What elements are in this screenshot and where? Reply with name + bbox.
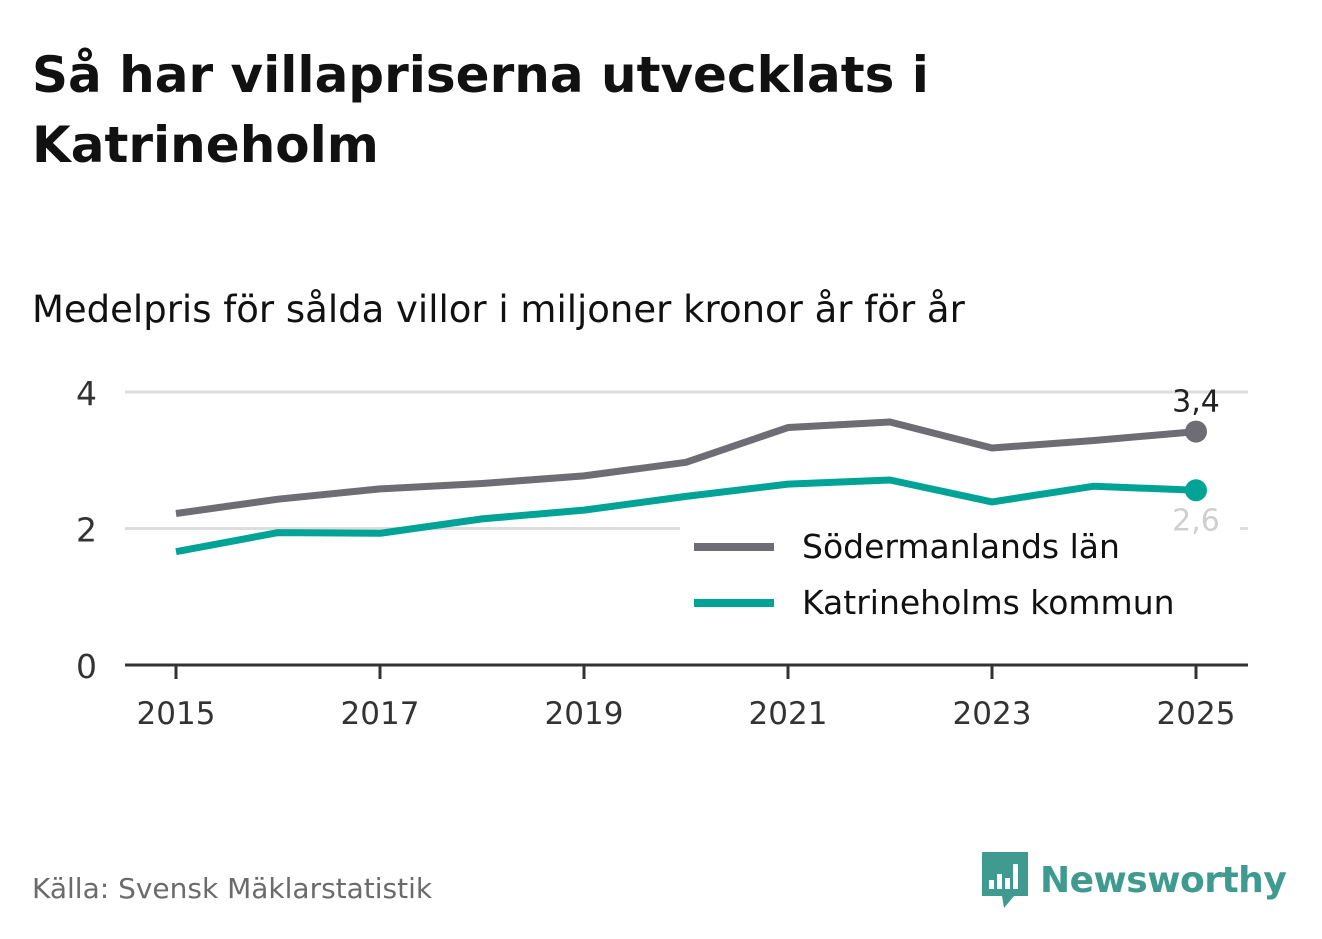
legend-label: Södermanlands län xyxy=(802,527,1120,566)
brand-name: Newsworthy xyxy=(1040,859,1287,901)
source-note: Källa: Svensk Mäklarstatistik xyxy=(32,872,433,905)
chart-title: Så har villapriserna utvecklats i Katrin… xyxy=(32,46,929,174)
series-end-label: 2,6 xyxy=(1172,503,1220,538)
series-line-katrineholm xyxy=(175,476,1197,556)
legend-label: Katrineholms kommun xyxy=(802,583,1175,622)
series-end-marker xyxy=(1185,420,1207,443)
x-tick-label: 2017 xyxy=(341,696,420,732)
x-tick-label: 2019 xyxy=(545,696,624,732)
x-tick-label: 2021 xyxy=(749,696,828,732)
y-tick-label: 4 xyxy=(76,374,97,413)
series-end-marker xyxy=(1185,479,1207,502)
chart-subtitle: Medelpris för sålda villor i miljoner kr… xyxy=(32,288,965,331)
series-line-sodermanland xyxy=(175,418,1197,517)
newsworthy-logo: Newsworthy xyxy=(980,850,1287,910)
y-tick-label: 0 xyxy=(76,647,97,686)
y-tick-label: 2 xyxy=(76,511,97,550)
x-tick-label: 2023 xyxy=(953,696,1032,732)
series-end-label: 3,4 xyxy=(1172,385,1220,420)
legend-background xyxy=(680,518,1240,638)
newsworthy-logo-icon xyxy=(982,852,1028,908)
x-tick-label: 2015 xyxy=(137,696,216,732)
x-tick-label: 2025 xyxy=(1157,696,1236,732)
